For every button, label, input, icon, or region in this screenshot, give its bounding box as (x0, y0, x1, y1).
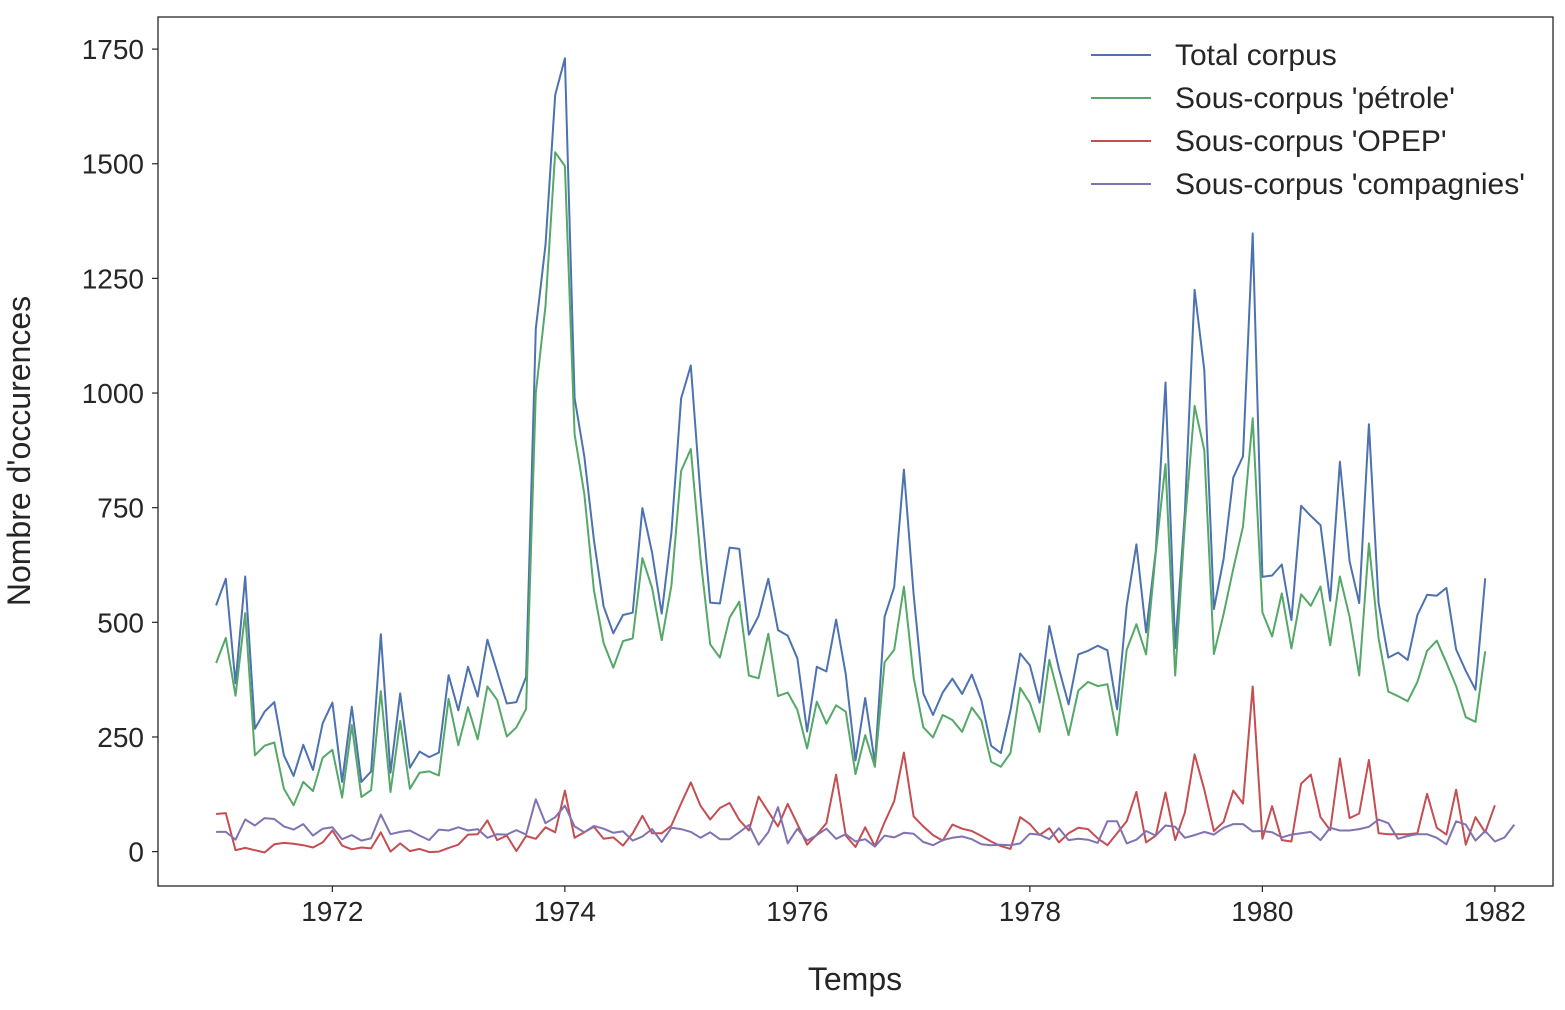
x-tick-label: 1982 (1464, 896, 1526, 927)
y-tick-label: 1500 (82, 149, 144, 180)
legend: Total corpus Sous-corpus 'pétrole' Sous-co… (1091, 39, 1525, 201)
series-line-sous-corpus-compagnies (216, 798, 1516, 848)
legend-label-sous-corpus-opep: Sous-corpus 'OPEP' (1175, 125, 1447, 158)
series-line-total-corpus (215, 57, 1487, 783)
x-tick-label: 1972 (301, 896, 363, 927)
legend-label-total-corpus: Total corpus (1175, 39, 1337, 72)
legend-label-sous-corpus-p-trole: Sous-corpus 'pétrole' (1175, 82, 1455, 115)
y-tick-label: 1250 (82, 263, 144, 294)
y-tick-label: 250 (97, 722, 144, 753)
x-tick-label: 1976 (766, 896, 828, 927)
series-line-sous-corpus-p-trole (215, 151, 1487, 807)
series-line-sous-corpus-opep (216, 685, 1496, 854)
plot-frame (157, 16, 1554, 887)
y-tick-label: 500 (97, 607, 144, 638)
y-axis-label: Nombre d'occurences (1, 296, 37, 606)
y-tick-label: 750 (97, 493, 144, 524)
x-tick-label: 1974 (534, 896, 596, 927)
y-axis-ticks: 0 250 500 750 1000 1250 1500 1750 (82, 34, 158, 868)
x-tick-label: 1978 (999, 896, 1061, 927)
y-tick-label: 0 (128, 837, 144, 868)
y-tick-label: 1000 (82, 378, 144, 409)
legend-label-sous-corpus-compagnies: Sous-corpus 'compagnies' (1175, 168, 1525, 201)
series-lines (215, 57, 1516, 854)
x-axis-label: Temps (808, 961, 902, 997)
x-tick-label: 1980 (1231, 896, 1293, 927)
y-tick-label: 1750 (82, 34, 144, 65)
x-axis-ticks: 1972 1974 1976 1978 1980 1982 (301, 886, 1526, 927)
